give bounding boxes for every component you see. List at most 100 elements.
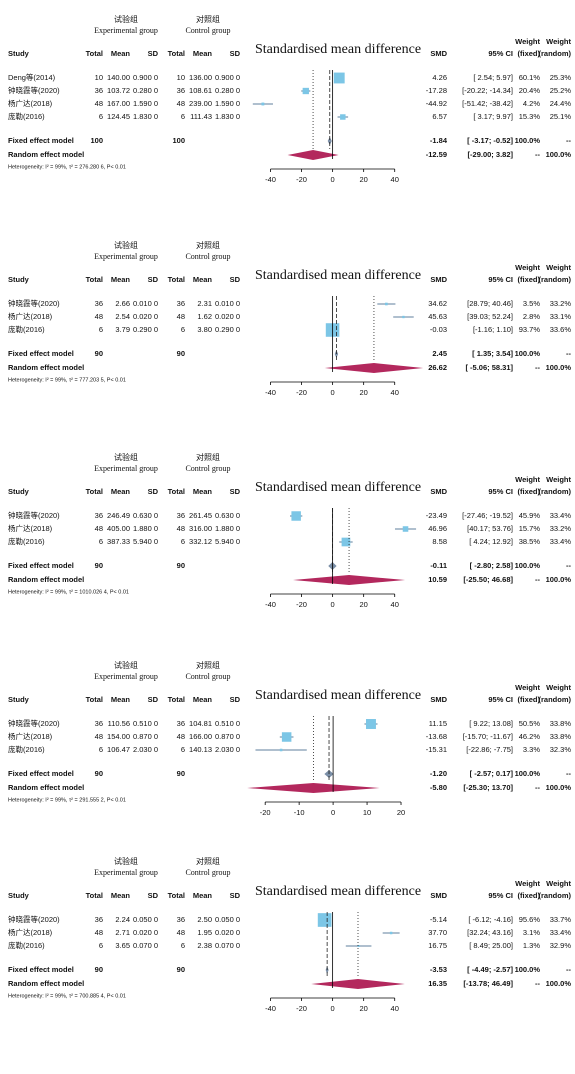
group-label-en: Experimental group [94,672,158,681]
summary-cell: 100.0% [515,349,541,358]
summary-cell: -- [566,965,571,974]
column-header: Study [8,695,30,704]
column-header: Total [168,49,185,58]
table-cell: 0.020 0 [215,928,240,937]
table-cell: 1.830 0 [133,112,158,121]
x-tick-label: -40 [265,175,276,184]
table-cell: 93.7% [519,325,541,334]
x-tick-label: 0 [331,175,335,184]
x-tick-label: 0 [331,1004,335,1013]
summary-cell: [ -2.57; 0.17] [470,769,514,778]
group-label-cn: 对照组 [196,452,220,462]
table-cell: 387.33 [107,537,130,546]
table-cell: 36 [95,299,103,308]
study-square [317,913,332,927]
group-label-cn: 对照组 [196,856,220,866]
summary-total: 90 [95,349,103,358]
x-tick-label: -40 [265,1004,276,1013]
table-cell: 1.830 0 [215,112,240,121]
table-cell: 136.00 [189,73,212,82]
table-cell: 0.280 0 [133,86,158,95]
group-label-en: Control group [185,26,230,35]
table-cell: [ 2.54; 5.97] [473,73,513,82]
table-cell: 48 [177,732,185,741]
x-tick-label: -20 [260,808,271,817]
table-cell: 0.290 0 [215,325,240,334]
table-cell: 0.870 0 [133,732,158,741]
table-cell: 0.010 0 [215,299,240,308]
table-cell: 1.95 [197,928,212,937]
plot-title: Standardised mean difference [255,688,421,703]
table-cell: 45.63 [428,312,447,321]
table-cell: 15.7% [519,524,541,533]
x-tick-label: -20 [296,388,307,397]
study-name: 杨广达(2018) [8,927,53,937]
study-square [281,732,292,742]
table-cell: 32.9% [550,941,572,950]
table-cell: 33.2% [550,299,572,308]
table-cell: 6 [181,325,185,334]
table-cell: 36 [95,915,103,924]
summary-cell: 10.59 [428,575,447,584]
table-cell: [-1.16; 1.10] [473,325,513,334]
table-cell: 110.56 [108,719,130,728]
table-cell: -5.14 [430,915,447,924]
study-square [302,87,309,95]
table-cell: 6 [99,941,103,950]
table-cell: -13.68 [426,732,447,741]
table-cell: 0.070 0 [133,941,158,950]
table-cell: 166.00 [189,732,212,741]
table-cell: 0.900 0 [215,73,240,82]
table-cell: 0.020 0 [133,928,158,937]
forest-panel: 试验组 Experimental group 对照组 Control group Sta… [8,452,572,609]
column-header: Total [168,891,185,900]
random-diamond [311,979,405,989]
column-header: Mean [111,487,131,496]
table-cell: 405.00 [107,524,130,533]
study-name: 杨广达(2018) [8,98,53,108]
heterogeneity: Heterogeneity: I² = 99%, τ² = 1010.026 4… [8,589,129,595]
summary-cell: [-29.00; 3.82] [468,150,514,159]
table-cell: 0.510 0 [133,719,158,728]
table-cell: 10 [95,73,103,82]
weight-header-sub: (random) [539,487,572,496]
x-tick-label: 20 [359,1004,367,1013]
summary-cell: [ -2.80; 2.58] [470,561,514,570]
table-cell: [ 3.17; 9.97] [473,112,513,121]
column-header: SMD [430,275,447,284]
table-cell: 16.75 [428,941,447,950]
weight-header: Weight [515,475,540,484]
table-cell: 0.290 0 [133,325,158,334]
column-header: SMD [430,49,447,58]
table-cell: 20.4% [519,86,541,95]
table-cell: -23.49 [426,511,447,520]
table-cell: 33.6% [550,325,572,334]
x-tick-label: 40 [391,175,399,184]
table-cell: 33.1% [550,312,572,321]
table-cell: 0.510 0 [215,719,240,728]
column-header: Mean [111,695,131,704]
x-tick-label: -40 [265,388,276,397]
study-name: 杨广达(2018) [8,311,53,321]
column-header: Mean [193,487,213,496]
study-square [340,114,346,120]
x-tick-label: -20 [296,175,307,184]
column-header: Mean [193,275,213,284]
summary-cell: -0.11 [430,561,447,570]
table-cell: 332.12 [189,537,212,546]
table-cell: 6 [99,745,103,754]
x-tick-label: -20 [296,600,307,609]
table-cell: 36 [177,719,185,728]
table-cell: 0.070 0 [215,941,240,950]
plot-title: Standardised mean difference [255,42,421,57]
group-label-en: Control group [185,252,230,261]
weight-header: Weight [515,263,540,272]
summary-total: 90 [95,965,103,974]
weight-header: Weight [515,37,540,46]
x-tick-label: -40 [265,600,276,609]
column-header: SD [148,49,159,58]
table-cell: 36 [95,511,103,520]
weight-header-sub: (fixed) [518,49,541,58]
forest-panel: 试验组 Experimental group 对照组 Control group Sta… [8,856,572,1013]
table-cell: 3.80 [197,325,212,334]
